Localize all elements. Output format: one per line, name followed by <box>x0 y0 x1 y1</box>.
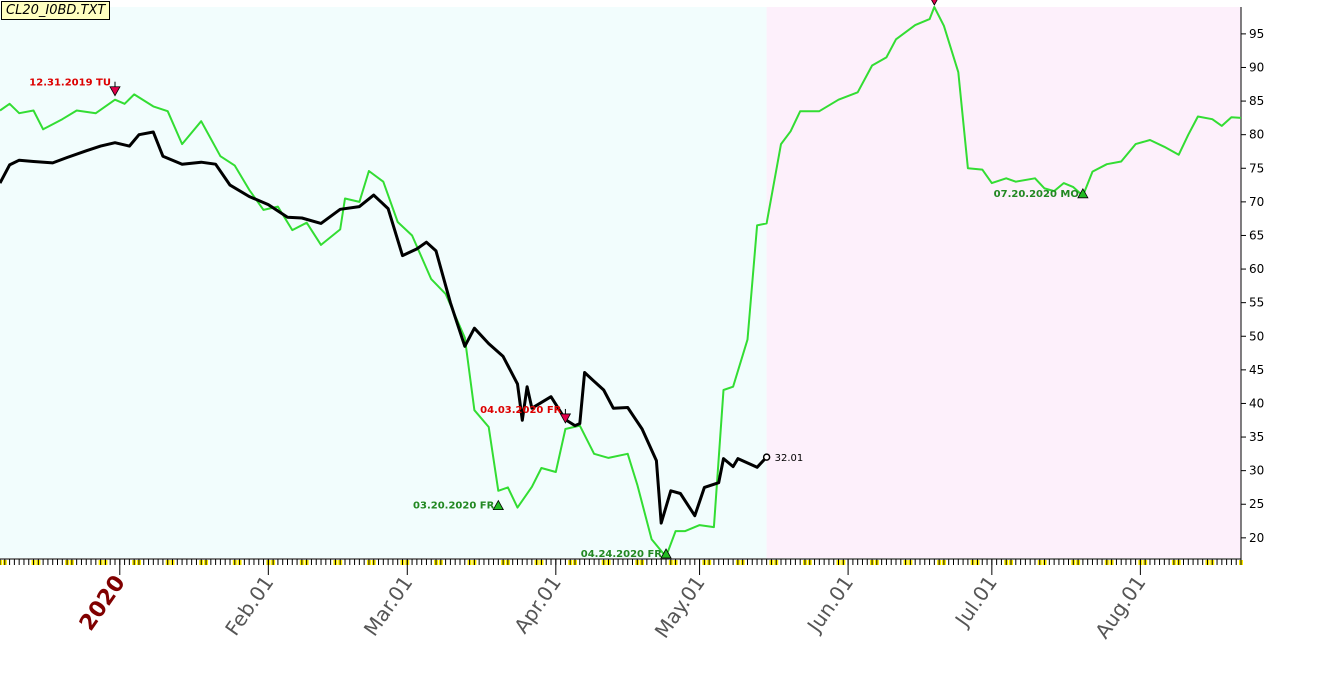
y-tick: 95 <box>1241 27 1264 41</box>
y-tick: 55 <box>1241 296 1264 310</box>
y-tick-label: 30 <box>1249 464 1264 478</box>
low-annotation-label: 03.20.2020 FR <box>413 501 495 512</box>
forecast-background <box>766 7 1241 558</box>
y-tick-label: 95 <box>1249 27 1264 41</box>
y-tick: 50 <box>1241 329 1264 343</box>
y-tick: 45 <box>1241 363 1264 377</box>
x-tick-year-label: 2020 <box>75 571 131 635</box>
y-tick: 75 <box>1241 161 1264 175</box>
y-tick-label: 50 <box>1249 329 1264 343</box>
past-background <box>0 7 767 558</box>
low-annotation: 07.20.2020 MO <box>994 187 1089 200</box>
high-annotation-label: 12.31.2019 TU <box>29 78 111 89</box>
y-tick-label: 55 <box>1249 296 1264 310</box>
high-annotation: 06.19.2020 FR <box>931 0 938 6</box>
x-tick-month-label: Mar.01 <box>359 571 418 640</box>
up-arrow-icon <box>1077 187 1089 199</box>
x-tick-month-label: Feb.01 <box>220 571 278 640</box>
y-tick: 90 <box>1241 60 1264 74</box>
last-value-marker <box>762 453 771 461</box>
y-tick-label: 35 <box>1249 430 1264 444</box>
last-value-label: 32.01 <box>775 453 804 464</box>
x-tick-month-label: Jul.01 <box>949 571 1002 632</box>
y-tick: 25 <box>1241 497 1264 511</box>
high-annotation: 04.03.2020 FR <box>480 405 572 424</box>
low-annotation: 03.20.2020 FR <box>413 499 504 512</box>
low-annotation: 04.24.2020 FR <box>581 548 672 560</box>
x-tick-month-label: Aug.01 <box>1090 571 1150 643</box>
low-annotation-label: 07.20.2020 MO <box>994 189 1079 200</box>
x-tick-month-label: Jun.01 <box>801 571 858 638</box>
down-arrow-icon <box>931 0 938 6</box>
file-name-label: CL20_I0BD.TXT <box>1 1 111 20</box>
y-tick: 85 <box>1241 94 1264 108</box>
y-tick: 70 <box>1241 195 1264 209</box>
weekend-tick <box>0 560 2 565</box>
y-tick: 80 <box>1241 128 1264 142</box>
y-tick-label: 60 <box>1249 262 1264 276</box>
y-tick: 35 <box>1241 430 1264 444</box>
down-arrow-icon <box>559 413 572 424</box>
y-tick-label: 90 <box>1249 60 1264 74</box>
up-arrow-icon <box>492 499 504 511</box>
y-tick-label: 70 <box>1249 195 1264 209</box>
y-tick: 65 <box>1241 228 1264 242</box>
high-annotation-label: 04.03.2020 FR <box>480 405 562 416</box>
y-tick-label: 25 <box>1249 497 1264 511</box>
low-annotation-label: 04.24.2020 FR <box>581 549 663 560</box>
y-tick-label: 85 <box>1249 94 1264 108</box>
actual-price-line <box>0 130 768 525</box>
y-axis: 20 25 30 35 40 45 50 55 60 65 70 75 80 85 90 95 <box>1241 27 1264 545</box>
y-tick-label: 20 <box>1249 531 1264 545</box>
y-tick: 20 <box>1241 531 1264 545</box>
x-axis-labels: 2020 Feb.01 Mar.01 Apr.01 May.01 Jun.01 Jul.01… <box>75 559 1150 643</box>
up-arrow-icon <box>660 548 672 559</box>
y-tick: 30 <box>1241 464 1264 478</box>
forecast-line <box>0 6 1242 558</box>
y-tick: 60 <box>1241 262 1264 276</box>
x-tick-month-label: Apr.01 <box>509 571 566 638</box>
y-tick-label: 65 <box>1249 228 1264 242</box>
y-tick-label: 40 <box>1249 396 1264 410</box>
x-tick-month-label: May.01 <box>650 571 710 642</box>
y-tick-label: 80 <box>1249 128 1264 142</box>
y-tick-label: 45 <box>1249 363 1264 377</box>
high-annotation: 12.31.2019 TU <box>29 78 121 97</box>
turning-point-annotations: 12.31.2019 TU 03.20.2020 FR 04.03.2020 FR 0… <box>29 0 1089 560</box>
y-tick-label: 75 <box>1249 161 1264 175</box>
y-tick: 40 <box>1241 396 1264 410</box>
